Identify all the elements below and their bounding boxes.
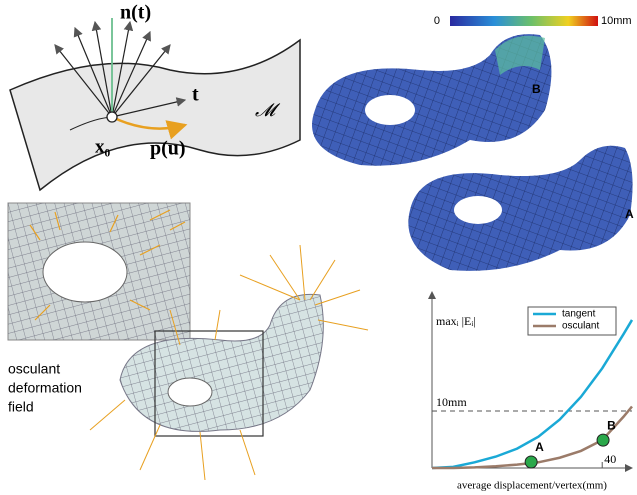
- field-caption: field: [8, 399, 34, 415]
- x-axis-label: average displacement/vertex(mm): [457, 480, 607, 492]
- legend-label: osculant: [562, 321, 599, 332]
- normal-label: n(t): [120, 2, 151, 24]
- mesh-a-label: A: [625, 207, 634, 221]
- point: [597, 434, 609, 446]
- manifold-diagram: n(t) t 𝓜 x₀ p(u): [10, 2, 300, 190]
- figure: n(t) t 𝓜 x₀ p(u) 0 10mm B A: [0, 0, 637, 495]
- y-tick-label: 10mm: [436, 395, 467, 409]
- mesh-a: A: [408, 146, 634, 271]
- colorbar-gradient: [450, 16, 598, 26]
- colorbar: 0 10mm: [434, 15, 632, 27]
- legend-label: tangent: [562, 309, 596, 320]
- inset: [8, 203, 190, 340]
- path-label: p(u): [150, 138, 186, 160]
- field-caption: deformation: [8, 380, 82, 396]
- point-label: x₀: [95, 136, 111, 157]
- mesh-b-label: B: [532, 82, 541, 96]
- point-label: A: [535, 440, 544, 454]
- point: [525, 456, 537, 468]
- colorbar-max: 10mm: [601, 15, 632, 27]
- point-label: B: [607, 418, 616, 432]
- y-axis-label: maxᵢ |Eᵢ|: [436, 314, 476, 328]
- mesh-b: B: [312, 34, 551, 166]
- chart: maxᵢ |Eᵢ| average displacement/vertex(mm)…: [432, 292, 632, 492]
- field-caption: osculant: [8, 361, 60, 377]
- x-tick-label: 40: [604, 452, 616, 466]
- tangent-label: t: [192, 84, 199, 106]
- colorbar-min: 0: [434, 15, 440, 27]
